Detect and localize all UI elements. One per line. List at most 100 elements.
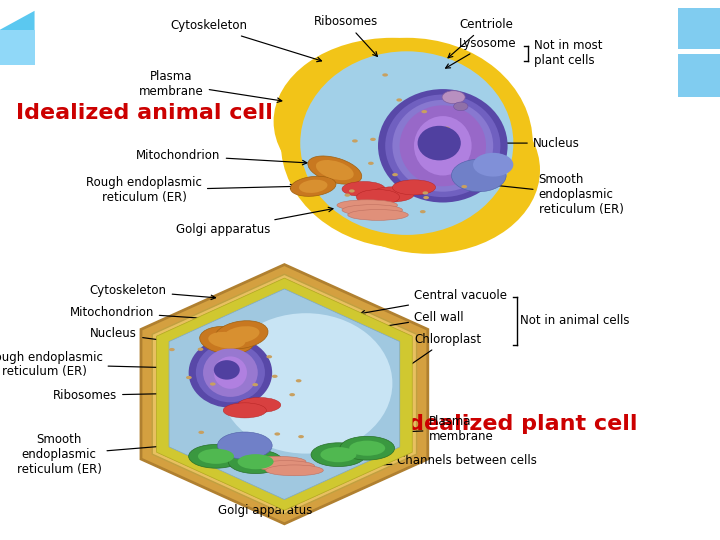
Ellipse shape xyxy=(210,382,215,386)
Text: Ribosomes: Ribosomes xyxy=(53,389,189,402)
Ellipse shape xyxy=(266,465,323,476)
Ellipse shape xyxy=(462,185,467,188)
Ellipse shape xyxy=(311,443,366,467)
Ellipse shape xyxy=(238,397,281,413)
Polygon shape xyxy=(0,11,35,65)
Ellipse shape xyxy=(281,38,533,248)
Ellipse shape xyxy=(248,456,306,467)
Ellipse shape xyxy=(272,375,278,378)
Ellipse shape xyxy=(418,126,461,160)
Ellipse shape xyxy=(378,89,508,202)
Text: Smooth
endoplasmic
reticulum (ER): Smooth endoplasmic reticulum (ER) xyxy=(17,433,186,476)
Text: Centriole: Centriole xyxy=(448,18,513,58)
Ellipse shape xyxy=(349,190,355,193)
Ellipse shape xyxy=(266,355,272,359)
Ellipse shape xyxy=(199,431,204,434)
Ellipse shape xyxy=(296,379,302,382)
Ellipse shape xyxy=(215,321,268,349)
Ellipse shape xyxy=(423,196,429,199)
Ellipse shape xyxy=(414,116,472,176)
Ellipse shape xyxy=(371,187,414,202)
Ellipse shape xyxy=(220,313,392,454)
Ellipse shape xyxy=(342,181,385,197)
Ellipse shape xyxy=(340,436,395,460)
Ellipse shape xyxy=(214,356,247,389)
Text: Central vacuole: Central vacuole xyxy=(361,289,507,315)
Ellipse shape xyxy=(196,343,265,402)
Ellipse shape xyxy=(189,444,243,468)
Ellipse shape xyxy=(198,449,234,464)
Ellipse shape xyxy=(208,332,246,348)
Ellipse shape xyxy=(203,348,258,397)
Ellipse shape xyxy=(337,200,397,211)
Text: Plasma
membrane: Plasma membrane xyxy=(356,415,493,443)
Ellipse shape xyxy=(223,403,266,418)
Ellipse shape xyxy=(473,153,513,177)
Ellipse shape xyxy=(189,338,272,408)
Ellipse shape xyxy=(400,105,486,186)
Ellipse shape xyxy=(385,94,500,197)
Polygon shape xyxy=(169,289,400,500)
Text: Mitochondrion: Mitochondrion xyxy=(136,149,307,165)
Text: Golgi apparatus: Golgi apparatus xyxy=(176,207,333,236)
Ellipse shape xyxy=(444,126,450,130)
Ellipse shape xyxy=(348,210,408,220)
Ellipse shape xyxy=(214,360,240,380)
Text: Nucleus: Nucleus xyxy=(90,327,206,348)
Ellipse shape xyxy=(320,447,356,462)
Text: Golgi apparatus: Golgi apparatus xyxy=(217,467,312,517)
Ellipse shape xyxy=(252,383,258,386)
Polygon shape xyxy=(678,8,720,97)
Text: Nucleus: Nucleus xyxy=(494,137,580,150)
Ellipse shape xyxy=(298,435,304,438)
Text: Rough endoplasmic
reticulum (ER): Rough endoplasmic reticulum (ER) xyxy=(0,350,189,379)
Polygon shape xyxy=(156,278,413,510)
Ellipse shape xyxy=(274,38,511,205)
Ellipse shape xyxy=(454,102,468,111)
Polygon shape xyxy=(678,49,720,54)
Ellipse shape xyxy=(316,160,354,180)
Text: Idealized animal cell: Idealized animal cell xyxy=(16,103,273,124)
Ellipse shape xyxy=(223,326,259,343)
Ellipse shape xyxy=(423,191,428,194)
Ellipse shape xyxy=(421,110,427,113)
Text: Mitochondrion: Mitochondrion xyxy=(69,306,219,321)
Text: Channels between cells: Channels between cells xyxy=(318,454,537,470)
Ellipse shape xyxy=(396,98,402,102)
Ellipse shape xyxy=(299,180,328,193)
Ellipse shape xyxy=(300,51,513,235)
Ellipse shape xyxy=(257,461,315,471)
Ellipse shape xyxy=(217,432,272,459)
Ellipse shape xyxy=(289,393,295,396)
Text: Cell wall: Cell wall xyxy=(363,311,464,332)
Ellipse shape xyxy=(442,91,465,104)
Ellipse shape xyxy=(308,156,361,184)
Ellipse shape xyxy=(370,138,376,141)
Ellipse shape xyxy=(199,327,254,354)
Text: Plasma
membrane: Plasma membrane xyxy=(139,70,282,103)
Text: Not in animal cells: Not in animal cells xyxy=(520,314,629,327)
Polygon shape xyxy=(141,265,428,524)
Ellipse shape xyxy=(451,159,506,192)
Polygon shape xyxy=(0,30,35,65)
Ellipse shape xyxy=(382,73,388,77)
Ellipse shape xyxy=(228,450,283,474)
Text: Chloroplast: Chloroplast xyxy=(336,333,481,416)
Text: Ribosomes: Ribosomes xyxy=(313,15,378,56)
Ellipse shape xyxy=(342,205,402,215)
Ellipse shape xyxy=(368,161,374,165)
Ellipse shape xyxy=(420,210,426,213)
Text: Lysosome: Lysosome xyxy=(446,37,517,68)
Text: Cytoskeleton: Cytoskeleton xyxy=(171,19,322,62)
Text: Idealized plant cell: Idealized plant cell xyxy=(400,414,637,434)
Ellipse shape xyxy=(290,176,336,197)
Text: Not in most
plant cells: Not in most plant cells xyxy=(534,39,603,68)
Ellipse shape xyxy=(274,433,280,436)
Ellipse shape xyxy=(197,348,203,351)
Ellipse shape xyxy=(392,100,493,192)
Ellipse shape xyxy=(317,86,540,254)
Ellipse shape xyxy=(392,180,436,195)
Polygon shape xyxy=(152,274,417,514)
Ellipse shape xyxy=(169,348,175,351)
Ellipse shape xyxy=(344,193,350,197)
